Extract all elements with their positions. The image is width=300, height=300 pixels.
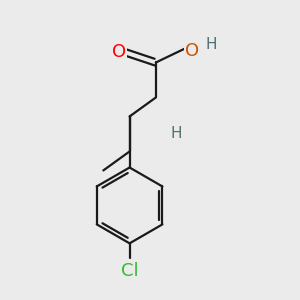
Text: O: O (185, 42, 200, 60)
Text: H: H (170, 127, 182, 142)
Text: Cl: Cl (121, 262, 138, 280)
Text: O: O (112, 43, 126, 61)
Text: H: H (206, 38, 217, 52)
